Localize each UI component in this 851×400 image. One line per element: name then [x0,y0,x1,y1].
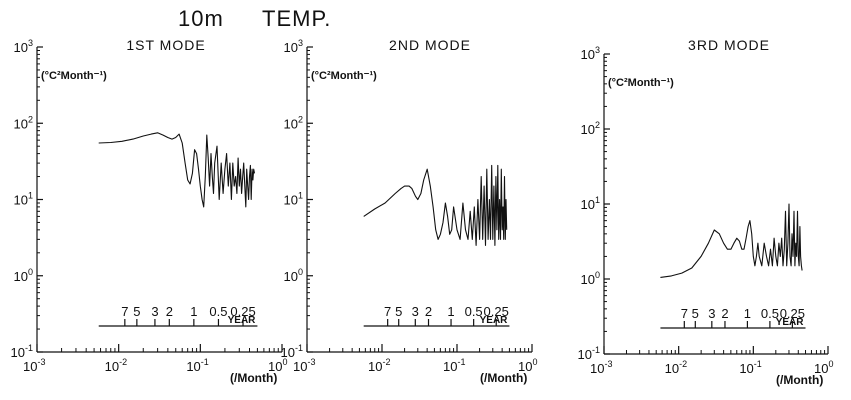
period-tick-label: 5 [395,304,402,319]
y-tick-label: 101 [581,195,600,212]
spectrum-line [98,132,256,208]
period-tick-label: 0.25 [230,304,255,319]
y-tick-label: 102 [14,114,33,131]
period-tick-label: 7 [384,304,391,319]
period-tick-label: 2 [425,304,432,319]
x-axis-label: (/Month) [230,371,277,385]
period-tick-label: 2 [721,306,728,321]
y-tick-label: 10-1 [281,343,303,360]
depth-label: 10m [178,6,224,31]
x-tick-label: 100 [814,359,833,376]
y-tick-label: 10-1 [11,343,33,360]
y-tick-label: 102 [581,120,600,137]
y-tick-label: 103 [284,38,303,55]
chart-panel-1: 1ST MODE (°C²Month⁻¹) 10-1 100 101 102 103 10-3… [11,37,288,385]
panel-title: 1ST MODE [126,37,205,53]
y-tick-label: 100 [581,270,600,287]
spectrum-line [363,164,508,246]
y-tick-label: 103 [14,38,33,55]
period-tick-label: 0.5 [465,304,483,319]
period-tick-label: 0.5 [761,306,779,321]
x-axis-label: (/Month) [480,371,527,385]
x-tick-label: 100 [268,357,287,374]
y-tick-label: 102 [284,114,303,131]
x-axis-label: (/Month) [776,373,823,387]
panel-title: 2ND MODE [389,37,471,53]
period-tick-label: 1 [190,304,197,319]
period-tick-label: 3 [412,304,419,319]
period-tick-label: 7 [681,306,688,321]
x-tick-label: 10-1 [443,357,465,374]
y-axis-label: (°C²Month⁻¹) [311,70,377,82]
period-tick-label: 1 [744,306,751,321]
x-tick-label: 10-2 [665,359,687,376]
y-tick-label: 101 [284,191,303,208]
x-tick-label: 10-2 [105,357,127,374]
period-tick-label: 0.25 [780,306,805,321]
period-tick-label: 0.5 [209,304,227,319]
variable-label: TEMP. [262,6,331,31]
x-tick-label: 100 [518,357,537,374]
period-tick-label: 2 [166,304,173,319]
x-tick-label: 10-1 [739,359,761,376]
period-axis-label: YEAR [228,315,257,326]
y-tick-label: 103 [581,45,600,62]
period-axis-label: YEAR [480,315,509,326]
chart-panel-3: 3RD MODE (°C²Month⁻¹) 10-1 100 101 102 103 10-3… [578,37,834,387]
period-tick-label: 3 [151,304,158,319]
period-tick-label: 5 [692,306,699,321]
panel-title: 3RD MODE [688,37,770,53]
period-tick-label: 3 [708,306,715,321]
y-axis-label: (°C²Month⁻¹) [41,70,107,82]
x-tick-label: 10-3 [293,357,315,374]
period-tick-label: 5 [133,304,140,319]
x-tick-label: 10-2 [368,357,390,374]
chart-panel-2: 2ND MODE (°C²Month⁻¹) 10-1 100 101 102 103 10-3… [281,37,538,385]
period-tick-label: 7 [121,304,128,319]
y-axis-label: (°C²Month⁻¹) [608,77,674,89]
spectrum-line [660,203,803,278]
y-tick-label: 10-1 [578,345,600,362]
x-tick-label: 10-3 [23,357,45,374]
x-tick-label: 10-3 [590,359,612,376]
x-tick-label: 10-1 [186,357,208,374]
y-tick-label: 100 [284,267,303,284]
period-axis-label: YEAR [776,317,805,328]
period-tick-label: 0.25 [484,304,509,319]
y-tick-label: 100 [14,267,33,284]
y-tick-label: 101 [14,191,33,208]
period-tick-label: 1 [447,304,454,319]
